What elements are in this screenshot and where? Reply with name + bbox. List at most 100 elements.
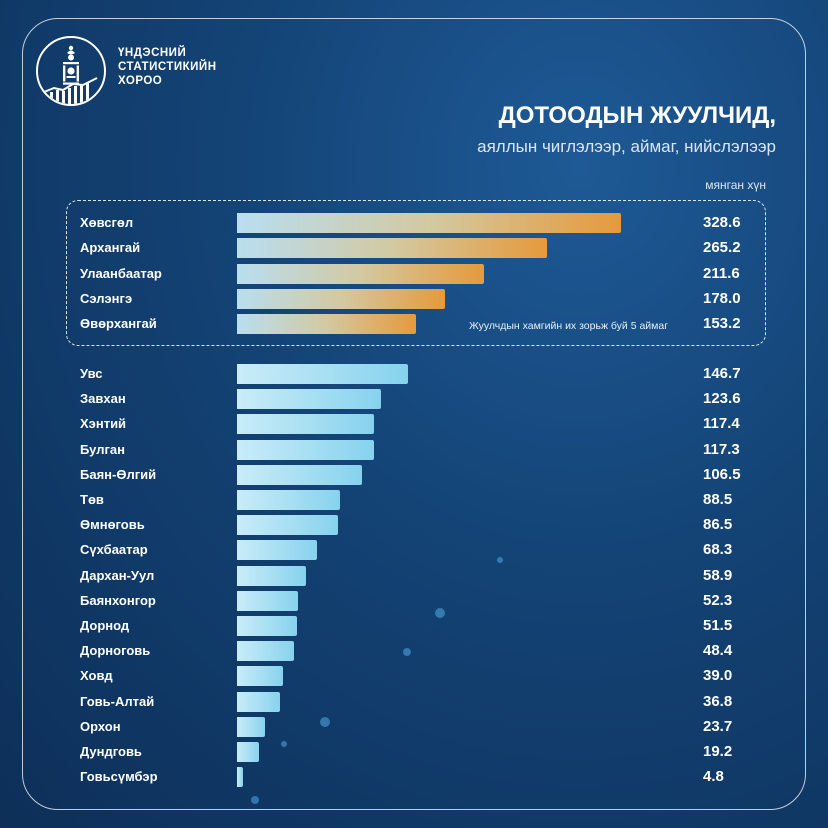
- category-label: Архангай: [80, 240, 141, 256]
- top-five-note: Жуулчдын хамгийн их зорьж буй 5 аймаг: [469, 320, 669, 332]
- value-label: 68.3: [703, 541, 733, 559]
- category-label: Сүхбаатар: [80, 542, 148, 558]
- decor-dot: [435, 608, 445, 618]
- bar: [237, 414, 375, 435]
- card-frame: [22, 18, 806, 810]
- bar-row: Өмнөговь 86.5: [0, 515, 828, 537]
- category-label: Сэлэнгэ: [80, 290, 133, 306]
- bar: [237, 641, 294, 662]
- organization-name: ҮНДЭСНИЙ СТАТИСТИКИЙН ХОРОО: [118, 46, 217, 88]
- bar: [237, 540, 317, 561]
- decor-dot: [281, 741, 287, 747]
- soyombo-logo-icon: [43, 45, 98, 104]
- value-label: 117.4: [703, 415, 740, 433]
- category-label: Орхон: [80, 718, 121, 734]
- bar: [237, 213, 621, 233]
- value-label: 39.0: [703, 667, 733, 685]
- bar: [237, 742, 260, 762]
- value-label: 123.6: [703, 390, 741, 408]
- bar: [237, 314, 416, 335]
- value-label: 265.2: [703, 239, 741, 257]
- value-label: 117.3: [703, 440, 740, 458]
- org-name-line-1: ҮНДЭСНИЙ: [118, 47, 187, 59]
- value-label: 58.9: [703, 566, 733, 584]
- value-label: 19.2: [703, 743, 733, 760]
- value-label: 86.5: [703, 516, 733, 534]
- nso-logo: [36, 36, 106, 106]
- bar-row: Өвөрхангай 153.2: [0, 314, 828, 336]
- category-label: Хэнтий: [80, 416, 127, 432]
- decor-dot: [403, 648, 411, 656]
- value-label: 51.5: [703, 617, 733, 634]
- value-label: 48.4: [703, 642, 733, 660]
- value-label: 328.6: [703, 214, 741, 231]
- category-label: Говьсүмбэр: [80, 769, 158, 785]
- bar-row: Говь-Алтай 36.8: [0, 691, 828, 714]
- bar-row: Баянхонгор 52.3: [0, 590, 828, 613]
- bar-row: Хөвсгөл 328.6: [0, 213, 828, 235]
- category-label: Дорнод: [80, 618, 130, 633]
- category-label: Говь-Алтай: [80, 693, 155, 709]
- bar: [237, 666, 283, 687]
- bar-row: Улаанбаатар 211.6: [0, 263, 828, 286]
- bar: [237, 616, 298, 636]
- bar-row: Дорнод 51.5: [0, 616, 828, 638]
- category-label: Өвөрхангай: [80, 316, 157, 332]
- bar-row: Сүхбаатар 68.3: [0, 540, 828, 562]
- decor-dot: [320, 717, 330, 727]
- bar: [237, 515, 339, 536]
- bar: [237, 288, 445, 309]
- category-label: Өмнөговь: [80, 517, 145, 533]
- bar-row: Орхон 23.7: [0, 716, 828, 739]
- category-label: Увс: [80, 366, 103, 381]
- bar-row: Хэнтий 117.4: [0, 414, 828, 436]
- value-label: 146.7: [703, 365, 741, 382]
- value-label: 211.6: [703, 264, 740, 282]
- value-label: 36.8: [703, 692, 733, 710]
- category-label: Дорноговь: [80, 643, 151, 659]
- bar: [237, 439, 375, 460]
- category-label: Ховд: [80, 668, 113, 684]
- category-label: Дундговь: [80, 744, 142, 759]
- value-label: 178.0: [703, 289, 741, 307]
- bar: [237, 364, 409, 384]
- bar-row: Булган 117.3: [0, 439, 828, 462]
- bar: [237, 490, 341, 510]
- bar: [237, 716, 265, 737]
- bar-row: Баян-Өлгий 106.5: [0, 464, 828, 487]
- bar: [237, 238, 547, 259]
- value-label: 153.2: [703, 315, 741, 333]
- bar-row: Говьсүмбэр 4.8: [0, 767, 828, 789]
- bar-row: Төв 88.5: [0, 490, 828, 512]
- category-label: Баянхонгор: [80, 592, 156, 608]
- bar-row: Завхан 123.6: [0, 389, 828, 411]
- bar-row: Ховд 39.0: [0, 666, 828, 688]
- bar-row: Архангай 265.2: [0, 238, 828, 260]
- value-label: 23.7: [703, 717, 733, 735]
- category-label: Баян-Өлгий: [80, 466, 157, 482]
- category-label: Завхан: [80, 391, 126, 407]
- decor-dot: [251, 796, 259, 804]
- bar: [237, 590, 299, 611]
- value-label: 106.5: [703, 465, 741, 483]
- category-label: Булган: [80, 441, 125, 457]
- bar: [237, 464, 362, 485]
- bar-row: Дархан-Уул 58.9: [0, 565, 828, 588]
- top-five-highlight-box: [66, 200, 766, 346]
- bar: [237, 263, 485, 284]
- bar-row: Дундговь 19.2: [0, 742, 828, 764]
- bar-row: Дорноговь 48.4: [0, 641, 828, 663]
- bar: [237, 565, 306, 586]
- category-label: Хөвсгөл: [80, 215, 134, 230]
- bar-row: Увс 146.7: [0, 364, 828, 386]
- org-name-line-2: СТАТИСТИКИЙН: [118, 61, 217, 73]
- org-name-line-3: ХОРОО: [118, 75, 163, 87]
- unit-label: мянган хүн: [705, 178, 766, 192]
- category-label: Дархан-Уул: [80, 567, 155, 583]
- chart-title: ДОТООДЫН ЖУУЛЧИД,: [498, 102, 776, 129]
- value-label: 4.8: [703, 768, 724, 786]
- bar-row: Сэлэнгэ 178.0: [0, 288, 828, 311]
- value-label: 88.5: [703, 491, 733, 508]
- value-label: 52.3: [703, 591, 733, 609]
- bar: [237, 389, 382, 410]
